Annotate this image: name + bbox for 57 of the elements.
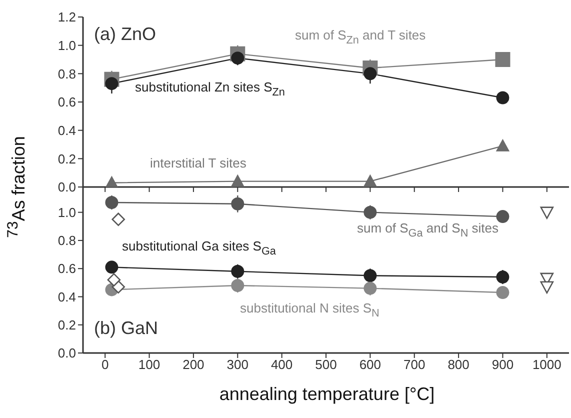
y-tick-label: 0.0 (58, 180, 76, 195)
point (364, 67, 377, 80)
x-tick-label: 0 (101, 357, 109, 372)
point (231, 197, 244, 210)
y-tick-label: 1.0 (58, 38, 76, 53)
x-tick-label: 200 (182, 357, 204, 372)
point (231, 174, 244, 187)
y-tick-label: 0.4 (58, 289, 76, 304)
x-tick-label: 600 (359, 357, 382, 372)
point (364, 206, 377, 219)
point (105, 77, 118, 90)
point (496, 270, 510, 284)
annotation: substitutional Zn sites S$_{Zn}$ (135, 80, 285, 98)
point (496, 91, 510, 104)
point (107, 273, 121, 286)
point (105, 196, 118, 209)
y-tick-label: 0.2 (58, 151, 76, 166)
x-axis-title: annealing temperature [°C] (219, 384, 435, 404)
point (495, 52, 510, 67)
y-tick-label: 0.8 (58, 233, 76, 248)
x-tick-label: 1000 (532, 357, 562, 372)
point (364, 174, 377, 187)
y-tick-label: 0.4 (58, 122, 76, 138)
point (496, 139, 510, 152)
point (496, 210, 510, 224)
x-tick-label: 400 (270, 357, 293, 372)
point (231, 264, 244, 278)
y-tick-label: 0.2 (58, 317, 76, 332)
annotation: substitutional N sites S$_{N}$ (240, 300, 380, 320)
y-tick-label: 1.2 (58, 10, 76, 25)
y-tick-label: 0.6 (58, 261, 76, 276)
point (112, 212, 125, 226)
annotation: sum of S$_{Ga}$ and S$_{N}$ sites (357, 220, 499, 240)
text: (b) GaN (94, 318, 158, 339)
point (496, 286, 510, 300)
y-tick-label: 1.0 (58, 204, 76, 220)
y-tick-label: 0.0 (58, 346, 76, 361)
annotation: sum of S$_{Zn}$ and T sites (295, 28, 426, 46)
y-tick-label: 0.8 (58, 66, 76, 82)
point (105, 260, 118, 274)
point (231, 52, 244, 65)
point (540, 206, 554, 219)
x-tick-label: 800 (448, 357, 470, 372)
x-tick-label: 100 (138, 357, 160, 372)
x-tick-label: 900 (492, 357, 514, 372)
annotation: interstitial T sites (150, 156, 246, 170)
point (231, 278, 244, 292)
x-tick-label: 700 (404, 357, 426, 372)
y-tick-label: 0.6 (58, 94, 76, 110)
x-tick-label: 300 (226, 357, 248, 372)
point (105, 176, 118, 187)
point (364, 269, 377, 282)
point (364, 282, 377, 295)
point (540, 281, 554, 294)
x-tick-label: 500 (315, 357, 337, 372)
chart-title: (a) ZnO (94, 24, 156, 45)
annotation: substitutional Ga sites S$_{Ga}$ (122, 238, 276, 258)
